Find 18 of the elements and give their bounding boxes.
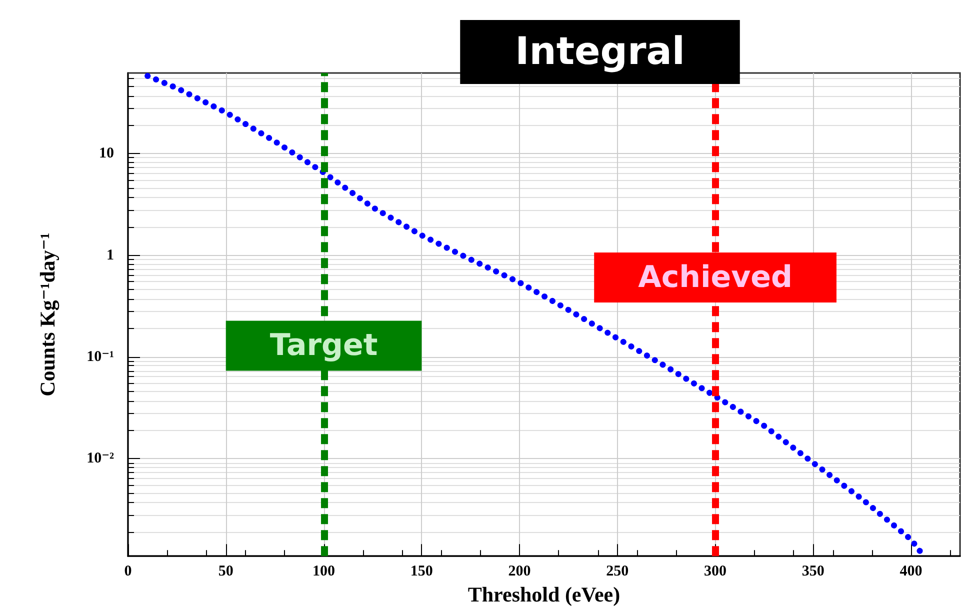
ref-line-label: Achieved: [638, 260, 792, 296]
y-tick-label: 10: [99, 146, 114, 162]
x-tick-label: 250: [606, 564, 629, 580]
x-tick-label: 150: [410, 564, 433, 580]
x-axis-title: Threshold (eVee): [468, 582, 620, 606]
x-tick-label: 350: [802, 564, 824, 580]
x-tick-label: 50: [218, 564, 234, 580]
y-axis-title: Counts Kg⁻¹day⁻¹: [36, 232, 60, 396]
x-tick-label: 100: [312, 564, 336, 580]
x-tick-label: 0: [124, 564, 132, 580]
y-tick-label: 10⁻¹: [86, 348, 114, 365]
y-tick-label: 1: [106, 247, 114, 264]
ref-line-label: Target: [270, 328, 378, 364]
x-tick-label: 200: [508, 564, 531, 580]
y-tick-label: 10⁻²: [86, 450, 114, 467]
chart-title: Integral: [515, 29, 685, 73]
x-tick-label: 300: [704, 564, 727, 580]
x-tick-label: 400: [900, 564, 922, 580]
